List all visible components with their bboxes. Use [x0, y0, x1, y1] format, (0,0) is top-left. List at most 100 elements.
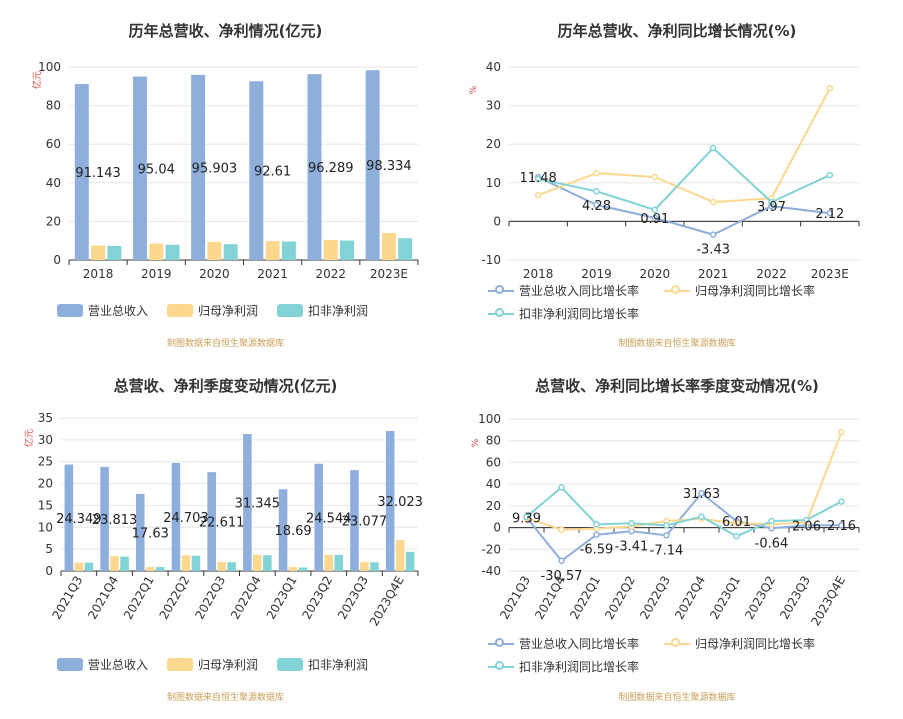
- source-note: 制图数据来自恒生聚源数据库: [618, 339, 736, 349]
- bar: [243, 433, 252, 571]
- data-point: [628, 519, 635, 527]
- legend-item-parent-profit[interactable]: 归母净利润: [167, 656, 258, 673]
- bar: [171, 463, 181, 571]
- x-tick-label: 2021: [257, 267, 288, 281]
- bar: [395, 539, 405, 571]
- data-label: 18.69: [274, 524, 311, 539]
- bar: [207, 472, 216, 571]
- data-point: [593, 188, 600, 195]
- legend-item-parent-profit-growth[interactable]: 归母净利润同比增长率: [664, 635, 815, 652]
- x-tick-label: 2018: [523, 267, 554, 281]
- data-point: [709, 144, 717, 152]
- bar: [191, 555, 201, 571]
- bar: [132, 76, 147, 260]
- legend-label: 扣非净利润: [308, 304, 369, 318]
- legend-item-deducted-profit[interactable]: 扣非净利润: [277, 302, 368, 319]
- data-label: -30.57: [541, 569, 583, 584]
- bar: [253, 554, 262, 571]
- data-point: [651, 173, 659, 181]
- bar: [307, 74, 322, 260]
- series-line: [537, 87, 831, 204]
- bar: [398, 238, 413, 260]
- legend-item-revenue[interactable]: 营业总收入: [57, 656, 148, 673]
- legend-label: 归母净利润同比增长率: [695, 284, 816, 298]
- data-point: [663, 522, 670, 529]
- bar: [350, 470, 359, 571]
- y-tick-label: 30: [38, 433, 53, 447]
- data-label: 31.63: [683, 487, 720, 502]
- legend-label: 扣非净利润: [308, 658, 369, 672]
- bar: [191, 74, 206, 260]
- legend-label: 归母净利润: [198, 304, 259, 318]
- legend-label: 归母净利润同比增长率: [695, 637, 816, 651]
- legend-swatch: [488, 660, 514, 673]
- bar: [207, 241, 222, 260]
- y-tick-label: 60: [46, 137, 61, 151]
- data-label: 17.63: [132, 526, 169, 541]
- annual-growth-chart: -10 0 10 20 30 40% 2018 2019 2020 2021 2022 2023E 11…: [469, 60, 860, 281]
- data-point: [593, 169, 600, 177]
- y-unit-label: %: [469, 85, 479, 94]
- data-label: 4.28: [582, 199, 611, 214]
- legend-item-parent-profit[interactable]: 归母净利润: [167, 302, 258, 319]
- source-note: 制图数据来自恒生聚源数据库: [166, 693, 284, 703]
- quarter-amount-panel: 总营收、净利季度变动情况(亿元) 0 5 10 15 20 25 30 35 亿元 2021Q3 2…: [0, 359, 451, 719]
- legend-swatch: [57, 304, 83, 317]
- x-tick-label: 2020: [640, 267, 671, 281]
- x-tick-label: 2019: [141, 267, 172, 281]
- y-tick-label: 0: [53, 253, 61, 267]
- series-line: [537, 176, 830, 236]
- chart-title: 历年总营收、净利情况(亿元): [128, 22, 323, 40]
- data-point: [523, 513, 530, 520]
- bar: [263, 555, 272, 571]
- data-label: 24.349: [56, 512, 102, 527]
- data-label: 9.39: [512, 511, 541, 526]
- data-point: [558, 526, 565, 533]
- y-tick-label: 30: [486, 99, 501, 113]
- quarter-growth-panel: 总营收、净利同比增长率季度变动情况(%) -40 -20 0 20 40 60 80 100%…: [451, 359, 903, 719]
- bar: [155, 567, 165, 571]
- bar: [360, 561, 369, 571]
- legend-item-deducted-profit-growth[interactable]: 扣非净利润同比增长率: [488, 305, 639, 322]
- bar: [91, 245, 106, 260]
- bar: [165, 244, 180, 260]
- legend-item-deducted-profit-growth[interactable]: 扣非净利润同比增长率: [488, 658, 639, 675]
- data-label: 32.023: [377, 495, 423, 510]
- data-point: [558, 557, 565, 565]
- data-label: 31.345: [235, 496, 281, 511]
- legend-swatch: [664, 284, 690, 297]
- data-point: [838, 521, 845, 529]
- y-unit-label: 亿元: [23, 429, 35, 447]
- chart-title: 历年总营收、净利同比增长情况(%): [557, 22, 797, 40]
- x-tick-label: 2022: [315, 267, 346, 281]
- data-label: -3.43: [696, 243, 730, 258]
- bar: [323, 239, 338, 260]
- x-tick-label: 2023Q3: [335, 574, 371, 622]
- bar: [288, 567, 298, 571]
- series-line: [525, 486, 842, 538]
- y-tick-label: 100: [38, 60, 61, 74]
- bar: [385, 431, 395, 571]
- data-point: [733, 533, 740, 540]
- data-point: [733, 519, 740, 527]
- data-label: -6.59: [580, 543, 614, 558]
- bar: [149, 243, 164, 260]
- legend-item-deducted-profit[interactable]: 扣非净利润: [277, 656, 368, 673]
- y-tick-label: 20: [486, 137, 501, 151]
- data-point: [651, 214, 659, 222]
- legend-item-revenue-growth[interactable]: 营业总收入同比增长率: [488, 635, 639, 652]
- data-point: [558, 484, 565, 491]
- bar: [135, 493, 145, 571]
- legend-item-revenue[interactable]: 营业总收入: [57, 302, 148, 319]
- data-label: 92.61: [254, 165, 291, 180]
- y-tick-label: -40: [481, 564, 501, 578]
- legend: 营业总收入同比增长率 归母净利润同比增长率 扣非净利润同比增长率: [451, 635, 903, 679]
- legend-item-parent-profit-growth[interactable]: 归母净利润同比增长率: [664, 282, 815, 299]
- data-point: [534, 175, 542, 183]
- chart-title: 总营收、净利同比增长率季度变动情况(%): [535, 377, 819, 395]
- legend-item-revenue-growth[interactable]: 营业总收入同比增长率: [488, 282, 639, 299]
- x-tick-label: 2022: [756, 267, 787, 281]
- bar: [298, 567, 308, 571]
